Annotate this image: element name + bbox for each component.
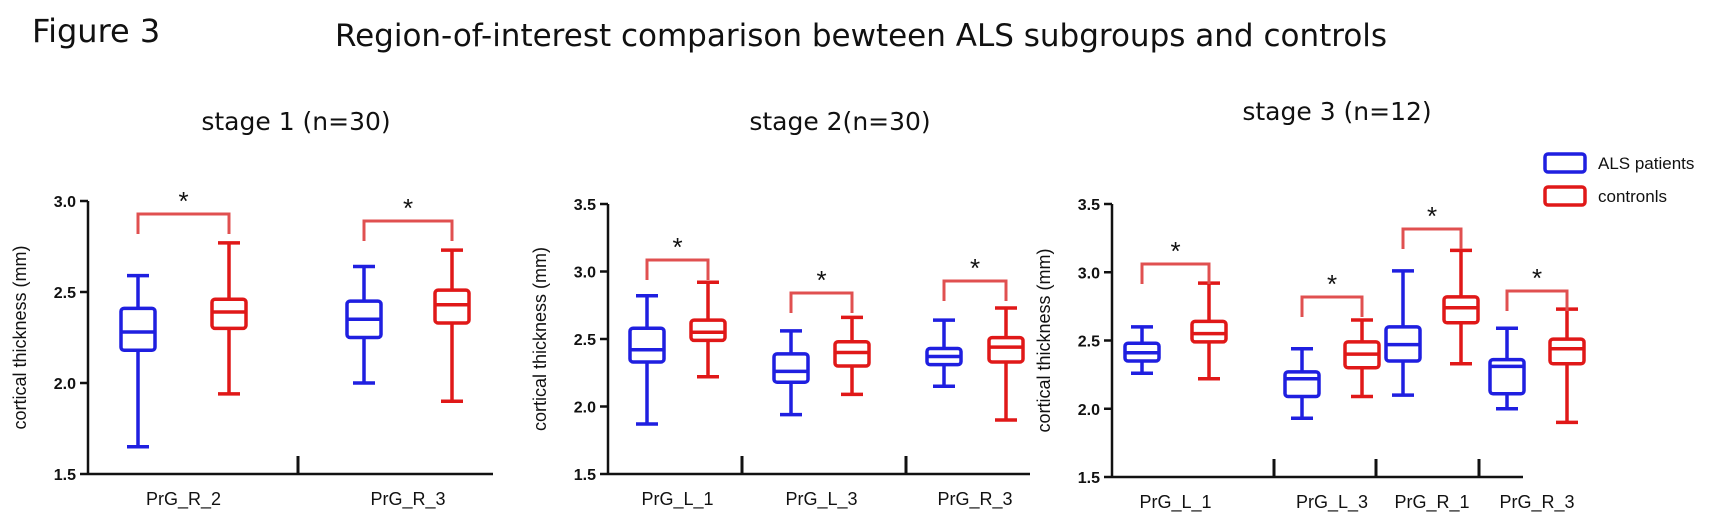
significance-star: * — [1427, 201, 1437, 231]
y-axis-label: cortical thickness (mm) — [530, 247, 550, 431]
box-als — [1384, 269, 1422, 397]
y-tick-label: 2.5 — [574, 332, 596, 349]
box-als — [925, 318, 963, 388]
y-axis-label: cortical thickness (mm) — [1034, 248, 1054, 432]
significance-star: * — [1532, 263, 1542, 293]
y-tick-label: 3.5 — [1078, 197, 1100, 214]
panel-3: stage 3 (n=12) cortical thickness (mm) 1.5… — [1034, 97, 1586, 513]
legend-swatch — [1543, 185, 1587, 207]
significance-star: * — [672, 232, 682, 262]
box-als — [628, 294, 666, 426]
box-als — [1123, 325, 1161, 376]
figure-label: Figure 3 — [32, 12, 161, 50]
significance-star: * — [178, 186, 188, 216]
x-category-label: PrG_L_3 — [1296, 492, 1368, 513]
significance-star: * — [1327, 269, 1337, 299]
significance-bracket — [942, 279, 1008, 301]
y-tick-label: 3.0 — [54, 194, 76, 211]
significance-bracket — [136, 212, 231, 234]
y-tick-label: 3.0 — [574, 265, 596, 282]
y-tick-label: 1.5 — [1078, 470, 1100, 487]
figure-title: Region-of-interest comparison bewteen AL… — [334, 18, 1388, 54]
y-tick-label: 2.0 — [54, 376, 76, 393]
y-tick-label: 2.5 — [1078, 334, 1100, 351]
box-als — [1283, 346, 1321, 421]
box-als — [772, 329, 810, 417]
y-tick-label: 1.5 — [574, 467, 596, 484]
significance-bracket — [1140, 262, 1211, 284]
panel-title: stage 2(n=30) — [749, 107, 930, 136]
significance-bracket — [1401, 227, 1463, 249]
box-als — [345, 264, 383, 385]
significance-star: * — [816, 265, 826, 295]
legend: ALS patients contronls — [1543, 152, 1694, 207]
y-tick-label: 2.5 — [54, 285, 76, 302]
significance-bracket — [1300, 295, 1364, 317]
box-control — [833, 315, 871, 397]
box-control — [1548, 307, 1586, 425]
x-category-label: PrG_R_1 — [1394, 492, 1469, 513]
y-axis-label: cortical thickness (mm) — [10, 245, 30, 429]
x-category-label: PrG_L_1 — [641, 489, 713, 510]
legend-label: ALS patients — [1598, 154, 1694, 173]
box-als — [119, 273, 157, 449]
y-tick-label: 2.0 — [1078, 402, 1100, 419]
x-category-label: PrG_L_1 — [1139, 492, 1211, 513]
box-control — [987, 306, 1025, 422]
panel-title: stage 3 (n=12) — [1242, 97, 1431, 126]
panel-title: stage 1 (n=30) — [201, 107, 390, 136]
y-tick-label: 3.5 — [574, 197, 596, 214]
significance-bracket — [362, 219, 454, 241]
x-category-label: PrG_L_3 — [785, 489, 857, 510]
panel-2: stage 2(n=30) cortical thickness (mm) 1.5 2… — [530, 107, 1030, 510]
box-control — [1442, 248, 1480, 366]
y-tick-label: 3.0 — [1078, 265, 1100, 282]
significance-bracket — [645, 258, 710, 280]
x-category-label: PrG_R_3 — [370, 489, 445, 510]
box-control — [689, 280, 727, 379]
legend-item: ALS patients — [1543, 152, 1694, 174]
x-category-label: PrG_R_3 — [937, 489, 1012, 510]
significance-star: * — [970, 253, 980, 283]
x-category-label: PrG_R_2 — [146, 489, 221, 510]
box-control — [1190, 281, 1228, 381]
box-control — [1343, 318, 1381, 399]
significance-bracket — [789, 291, 854, 313]
significance-star: * — [1170, 236, 1180, 266]
legend-label: contronls — [1598, 187, 1667, 206]
significance-bracket — [1505, 289, 1569, 311]
box-control — [433, 248, 471, 403]
x-category-label: PrG_R_3 — [1499, 492, 1574, 513]
legend-swatch — [1543, 152, 1587, 174]
legend-item: contronls — [1543, 185, 1667, 207]
significance-star: * — [403, 193, 413, 223]
box-control — [210, 241, 248, 396]
y-tick-label: 1.5 — [54, 467, 76, 484]
panel-1: stage 1 (n=30) cortical thickness (mm) 1.5… — [10, 107, 493, 510]
y-tick-label: 2.0 — [574, 400, 596, 417]
box-als — [1488, 326, 1526, 411]
